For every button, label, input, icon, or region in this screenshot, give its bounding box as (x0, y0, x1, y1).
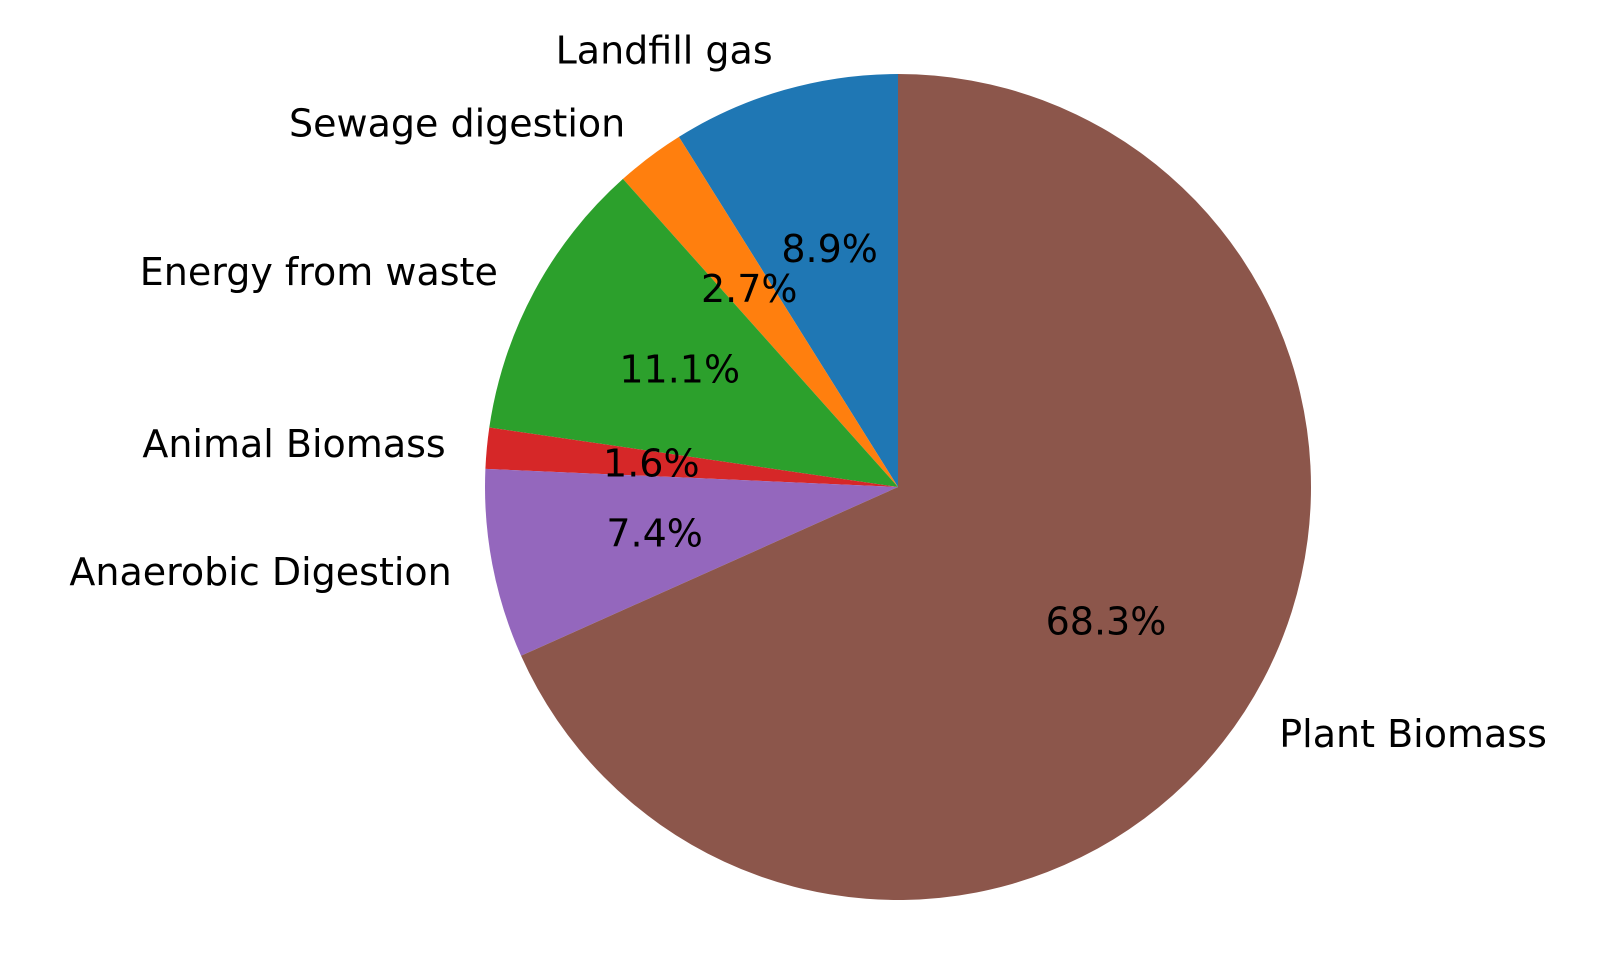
label-sewage-digestion: Sewage digestion (289, 102, 625, 146)
slice-energy-from-waste (489, 178, 898, 487)
percent-sewage-digestion: 2.7% (701, 267, 798, 311)
label-landfill-gas: Landfill gas (556, 28, 773, 72)
percent-animal-biomass: 1.6% (603, 442, 700, 486)
label-animal-biomass: Animal Biomass (142, 422, 445, 466)
slice-sewage-digestion (622, 136, 898, 488)
label-plant-biomass: Plant Biomass (1279, 712, 1547, 756)
label-energy-from-waste: Energy from waste (140, 250, 498, 294)
category-labels: Landfill gas Sewage digestion Energy from … (69, 28, 1546, 756)
slice-animal-biomass (485, 427, 898, 487)
slice-anaerobic-digestion (485, 468, 898, 656)
percentage-labels: 8.9%2.7% 11.1% 1.6% 7.4% 68.3% (603, 227, 1166, 644)
label-anaerobic-digestion: Anaerobic Digestion (69, 550, 451, 594)
slice-plant-biomass (521, 74, 1311, 901)
slice-landfill-gas (678, 74, 898, 487)
percent-landfill-gas: 8.9% (781, 227, 878, 271)
percent-plant-biomass: 68.3% (1046, 600, 1167, 644)
pie-slices (485, 74, 1311, 901)
percent-energy-from-waste: 11.1% (619, 348, 740, 392)
percent-anaerobic-digestion: 7.4% (606, 511, 703, 555)
